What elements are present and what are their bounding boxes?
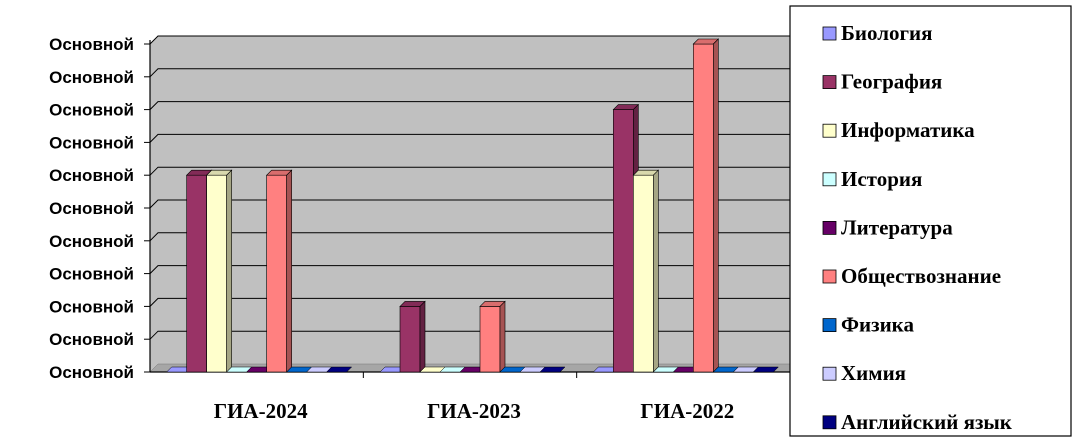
legend-entry: История <box>841 167 922 191</box>
bar-front <box>693 43 714 373</box>
legend: Биология География Информатика История Литер… <box>789 5 1072 437</box>
bar-front <box>479 306 501 373</box>
gridline <box>149 101 798 110</box>
legend-entry: Литература <box>841 215 953 239</box>
bar <box>265 169 293 373</box>
legend-swatch <box>822 75 837 89</box>
x-tick-label: ГИА-2024 <box>214 399 308 423</box>
bar <box>326 366 353 373</box>
x-tick-label: ГИА-2023 <box>427 399 521 423</box>
y-tick-labels: Основной Основной Основной Основной Основной… <box>49 35 134 382</box>
gridline <box>149 199 798 209</box>
gridline <box>149 330 798 340</box>
y-tick-label: Основной <box>49 199 134 218</box>
y-tick-label: Основной <box>49 265 134 284</box>
legend-entry: Английский язык <box>841 410 1013 434</box>
legend-swatch <box>822 318 837 333</box>
legend-swatch <box>822 172 837 187</box>
x-tick-labels: ГИА-2024 ГИА-2023 ГИА-2022 <box>214 399 735 423</box>
legend-swatch <box>822 123 837 138</box>
gridlines <box>144 35 798 373</box>
bar-flat <box>539 366 566 373</box>
legend-entry: Физика <box>841 313 914 337</box>
bar <box>399 300 426 373</box>
bar-front <box>266 174 287 373</box>
gridline <box>149 133 798 143</box>
legend-entry: Информатика <box>841 118 975 142</box>
legend-swatch <box>822 220 837 235</box>
bar-side <box>419 300 426 373</box>
bar <box>752 366 779 373</box>
y-tick-label: Основной <box>49 68 134 87</box>
y-tick-label: Основной <box>49 101 134 120</box>
y-tick-label: Основной <box>49 363 134 382</box>
gridline <box>149 35 798 45</box>
legend-swatch <box>822 366 837 381</box>
y-tick-label: Основной <box>49 133 134 152</box>
legend-entry: Обществознание <box>841 264 1001 288</box>
legend-swatch <box>822 269 837 284</box>
legend-box <box>789 5 1072 437</box>
bar-side <box>286 169 292 373</box>
bar-flat <box>752 366 779 373</box>
bar <box>479 300 506 373</box>
y-tick-label: Основной <box>49 35 134 54</box>
bars <box>166 38 779 373</box>
bar-front <box>613 109 634 373</box>
bar-side <box>499 300 506 373</box>
gridline <box>149 166 798 176</box>
legend-entry: Химия <box>841 361 906 385</box>
legend-entry: География <box>841 70 942 94</box>
bar-side <box>226 169 232 373</box>
y-tick-label: Основной <box>49 232 134 251</box>
y-tick-label: Основной <box>49 330 134 349</box>
bar <box>632 169 660 373</box>
bar-front <box>399 306 421 373</box>
bar-front <box>206 174 227 373</box>
gridline <box>149 232 798 242</box>
gridline <box>149 265 798 274</box>
gridline <box>149 297 798 307</box>
y-tick-label: Основной <box>49 297 134 316</box>
bar-front <box>186 174 207 373</box>
plot-front <box>150 44 790 372</box>
bar-side <box>713 38 719 373</box>
legend-entry: Биология <box>841 21 933 45</box>
bar <box>205 169 233 373</box>
legend-swatch <box>822 415 837 430</box>
bar-front <box>633 174 654 373</box>
legend-swatch <box>822 26 837 41</box>
gridline <box>149 68 798 78</box>
bar <box>539 366 566 373</box>
x-tick-label: ГИА-2022 <box>640 399 734 423</box>
bar <box>692 38 720 373</box>
bar-side <box>653 169 659 373</box>
y-tick-label: Основной <box>49 166 134 185</box>
bar-flat <box>326 366 353 373</box>
